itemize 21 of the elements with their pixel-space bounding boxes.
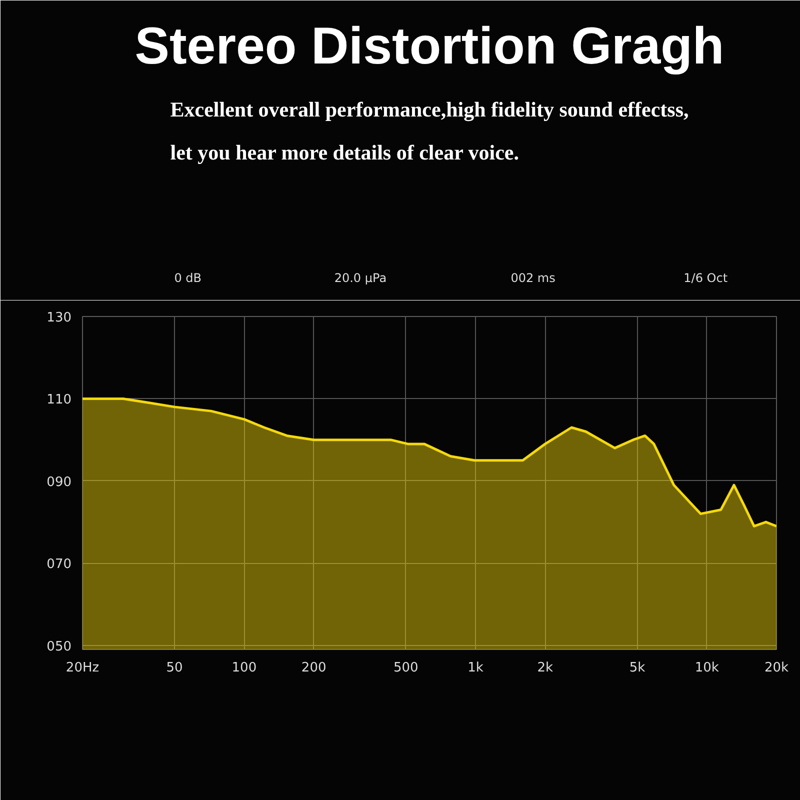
text: 0 dB (174, 270, 202, 285)
x-tick-label: 20k (764, 660, 790, 676)
x-tick-label: 20Hz (66, 660, 100, 676)
x-tick-label: 50 (166, 660, 183, 676)
text: 002 ms (510, 270, 556, 285)
chart-title: Stereo Distortion Gragh (134, 18, 724, 76)
y-tick-label: 110 (46, 392, 72, 408)
chart-subtitle: Excellent overall performance,high fidelity sound effectss, let you hear more details of clear voice. (170, 97, 689, 164)
x-tick-label: 100 (232, 660, 257, 676)
text: 1/6 Oct (684, 270, 728, 285)
y-tick-label: 050 (46, 639, 72, 654)
y-tick-label: 070 (46, 557, 72, 572)
x-tick-label: 2k (537, 660, 554, 676)
x-tick-label: 500 (393, 660, 418, 676)
y-tick-label: 090 (46, 474, 72, 490)
x-tick-label: 5k (629, 660, 646, 676)
x-tick-label: 10k (694, 660, 720, 676)
text: 20.0 µPa (334, 270, 387, 285)
y-tick-label: 130 (46, 310, 72, 326)
x-tick-label: 1k (468, 660, 484, 676)
x-tick-label: 200 (301, 660, 326, 676)
